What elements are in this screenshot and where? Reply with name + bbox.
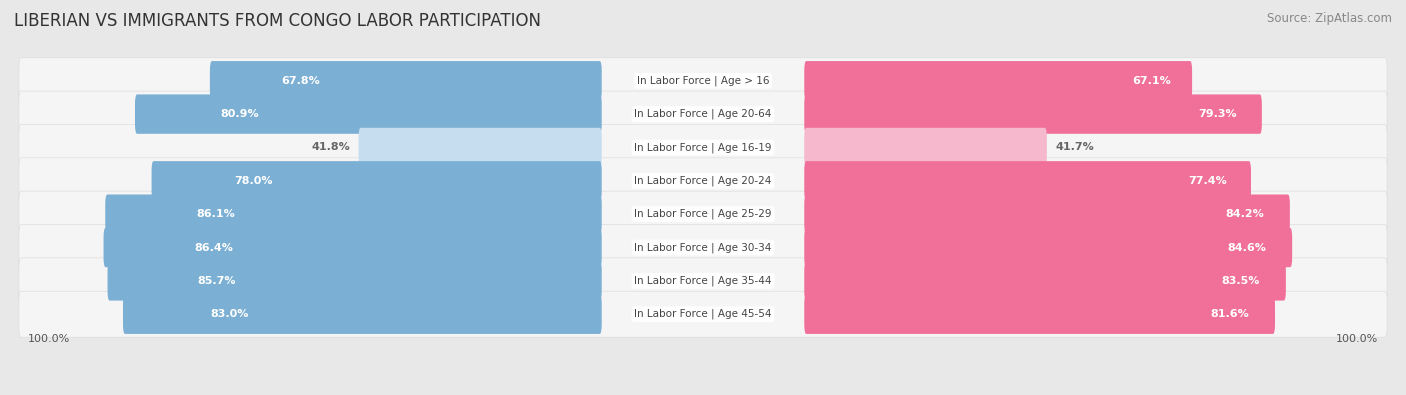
FancyBboxPatch shape [804,128,1047,167]
Text: 41.8%: 41.8% [312,143,350,152]
FancyBboxPatch shape [18,258,1388,304]
FancyBboxPatch shape [804,228,1292,267]
FancyBboxPatch shape [804,194,1289,234]
FancyBboxPatch shape [804,61,1192,100]
Text: 84.6%: 84.6% [1227,243,1265,252]
Text: In Labor Force | Age 20-64: In Labor Force | Age 20-64 [634,109,772,119]
FancyBboxPatch shape [135,94,602,134]
FancyBboxPatch shape [107,261,602,301]
Text: 100.0%: 100.0% [28,334,70,344]
FancyBboxPatch shape [804,261,1286,301]
Text: 77.4%: 77.4% [1188,176,1227,186]
Text: 41.7%: 41.7% [1054,143,1094,152]
FancyBboxPatch shape [104,228,602,267]
Text: In Labor Force | Age 25-29: In Labor Force | Age 25-29 [634,209,772,220]
Text: 81.6%: 81.6% [1211,309,1250,319]
FancyBboxPatch shape [18,58,1388,104]
FancyBboxPatch shape [209,61,602,100]
FancyBboxPatch shape [804,161,1251,201]
Text: Source: ZipAtlas.com: Source: ZipAtlas.com [1267,12,1392,25]
FancyBboxPatch shape [18,158,1388,204]
Text: 80.9%: 80.9% [221,109,259,119]
FancyBboxPatch shape [18,224,1388,271]
Text: 84.2%: 84.2% [1225,209,1264,219]
FancyBboxPatch shape [105,194,602,234]
Text: In Labor Force | Age 35-44: In Labor Force | Age 35-44 [634,276,772,286]
FancyBboxPatch shape [18,291,1388,337]
FancyBboxPatch shape [152,161,602,201]
Text: 83.0%: 83.0% [211,309,249,319]
Text: 79.3%: 79.3% [1198,109,1237,119]
FancyBboxPatch shape [359,128,602,167]
Text: 85.7%: 85.7% [198,276,236,286]
FancyBboxPatch shape [18,91,1388,137]
Text: In Labor Force | Age > 16: In Labor Force | Age > 16 [637,75,769,86]
Text: In Labor Force | Age 30-34: In Labor Force | Age 30-34 [634,242,772,253]
FancyBboxPatch shape [804,94,1261,134]
Text: 78.0%: 78.0% [233,176,273,186]
Text: 83.5%: 83.5% [1222,276,1260,286]
Text: 100.0%: 100.0% [1336,334,1378,344]
Text: In Labor Force | Age 16-19: In Labor Force | Age 16-19 [634,142,772,153]
Text: In Labor Force | Age 45-54: In Labor Force | Age 45-54 [634,309,772,320]
Text: 86.1%: 86.1% [195,209,235,219]
Text: 86.4%: 86.4% [194,243,233,252]
Text: In Labor Force | Age 20-24: In Labor Force | Age 20-24 [634,175,772,186]
FancyBboxPatch shape [804,295,1275,334]
Text: 67.8%: 67.8% [281,76,321,86]
FancyBboxPatch shape [18,124,1388,171]
FancyBboxPatch shape [18,191,1388,237]
FancyBboxPatch shape [122,295,602,334]
Text: LIBERIAN VS IMMIGRANTS FROM CONGO LABOR PARTICIPATION: LIBERIAN VS IMMIGRANTS FROM CONGO LABOR … [14,12,541,30]
Text: 67.1%: 67.1% [1132,76,1171,86]
